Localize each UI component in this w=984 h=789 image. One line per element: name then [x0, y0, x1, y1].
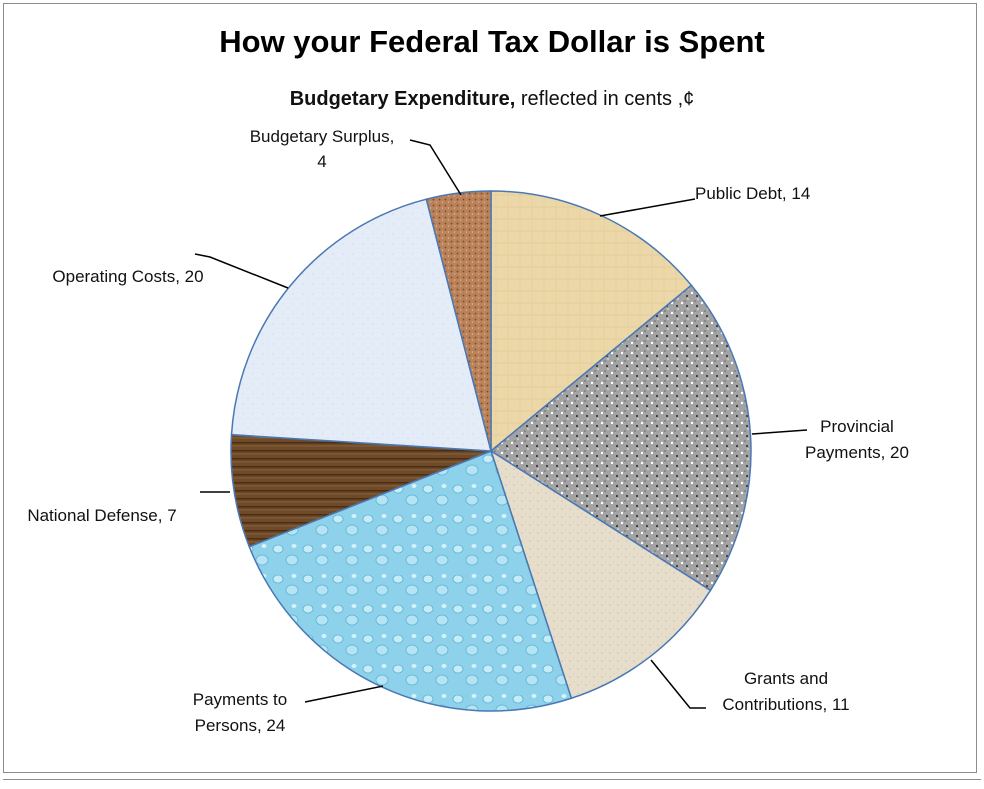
pie-slice-operating-costs — [230, 198, 492, 452]
data-label: Public Debt, 14 — [695, 184, 810, 203]
chart-subtitle-bold: Budgetary Expenditure, — [289, 88, 516, 110]
leader-line — [599, 198, 696, 217]
data-label: Operating Costs, 20 — [52, 267, 203, 286]
chart-title: How your Federal Tax Dollar is Spent — [219, 24, 765, 59]
pie-slice-provincial-payments — [489, 284, 752, 592]
data-label: Contributions, 11 — [722, 695, 849, 714]
leader-lines — [194, 139, 808, 709]
leader-line — [409, 139, 462, 196]
pie-slice-budgetary-surplus — [425, 190, 492, 452]
pie-slices — [230, 190, 752, 712]
leader-line — [194, 253, 289, 289]
leader-line — [650, 659, 706, 709]
pie-slice-grants-and-contributions — [489, 449, 712, 700]
leader-line — [304, 685, 384, 703]
data-label: Payments, 20 — [805, 443, 909, 462]
data-label: National Defense, 7 — [27, 506, 176, 525]
data-label: Budgetary Surplus, — [250, 127, 395, 146]
data-label: 4 — [317, 152, 326, 171]
chart-subtitle: Budgetary Expenditure, reflected in cent… — [0, 88, 984, 111]
data-label: Grants and — [744, 669, 828, 688]
data-label: Persons, 24 — [195, 716, 286, 735]
pie-slice-national-defense — [230, 433, 492, 548]
data-label: Payments to — [193, 690, 288, 709]
data-labels: Public Debt, 14 Provincial Payments, 20 Gra… — [27, 127, 909, 735]
data-label: Provincial — [820, 417, 894, 436]
chart-subtitle-rest: reflected in cents ,¢ — [515, 88, 695, 110]
leader-line — [751, 429, 808, 435]
bottom-divider — [3, 779, 981, 780]
